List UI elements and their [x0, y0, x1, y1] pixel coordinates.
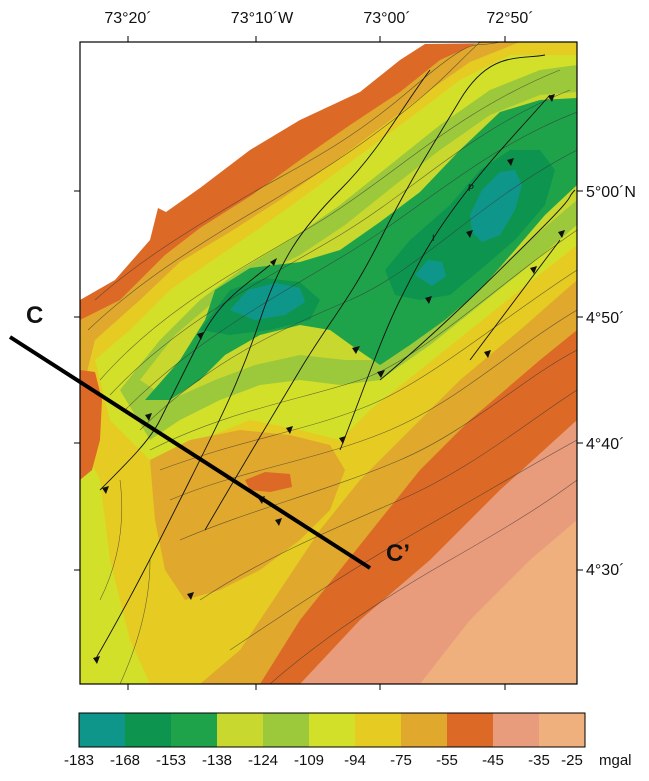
legend-value-label: -168: [109, 752, 141, 769]
legend-value-label: -35: [528, 752, 550, 769]
legend-value-label: -109: [293, 752, 325, 769]
map-frame: [79, 41, 578, 685]
legend-swatch: [79, 713, 125, 747]
legend-swatch: [447, 713, 493, 747]
map-small-label: P: [468, 183, 474, 193]
legend-value-label: -94: [344, 752, 366, 769]
latitude-label: 5°00´N: [586, 184, 636, 201]
latitude-label: 4°40´: [586, 436, 625, 453]
legend-swatch: [125, 713, 171, 747]
legend-swatch: [263, 713, 309, 747]
longitude-label: 73°20´: [104, 10, 152, 27]
legend-value-label: -55: [436, 752, 458, 769]
latitude-label: 4°50´: [586, 310, 625, 327]
legend-swatch: [493, 713, 539, 747]
gravity-map: [80, 42, 577, 684]
longitude-label: 73°00´: [363, 10, 411, 27]
legend-unit-label: mgal: [599, 752, 632, 769]
legend-value-label: -124: [247, 752, 279, 769]
graticule-ticks: [74, 36, 583, 690]
legend-swatch: [171, 713, 217, 747]
legend-swatch: [217, 713, 263, 747]
map-small-label: I: [432, 233, 435, 243]
legend-value-label: -138: [201, 752, 233, 769]
legend-swatch: [355, 713, 401, 747]
legend-value-label: -183: [63, 752, 95, 769]
legend-swatch: [309, 713, 355, 747]
longitude-label: 73°10´W: [230, 10, 294, 27]
legend-swatch: [401, 713, 447, 747]
legend-swatch: [539, 713, 585, 747]
latitude-label: 4°30´: [586, 562, 625, 579]
legend-color-scale: [78, 712, 586, 748]
cross-section-line: [8, 335, 372, 570]
legend-value-label: -75: [390, 752, 412, 769]
legend-value-label: -45: [482, 752, 504, 769]
legend-value-label: -25: [561, 752, 583, 769]
legend-value-label: -153: [155, 752, 187, 769]
section-end-label: C’: [386, 540, 410, 567]
longitude-label: 72°50´: [486, 10, 534, 27]
section-start-label: C: [26, 302, 44, 329]
